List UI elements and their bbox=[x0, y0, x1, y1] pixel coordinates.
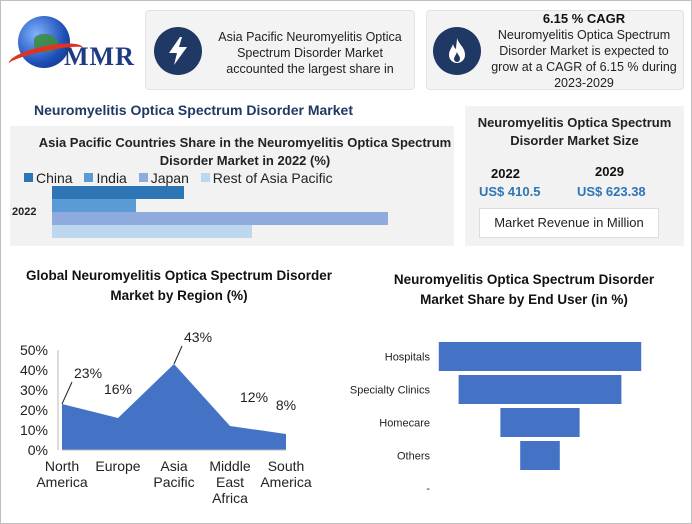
funnel-bottom-tick: - bbox=[426, 483, 430, 495]
funnel-bar-others bbox=[520, 441, 560, 470]
x-category-label: Europe bbox=[95, 458, 140, 474]
cagr-title: 6.15 % CAGR bbox=[542, 11, 626, 26]
value-2022: US$ 410.5 bbox=[479, 184, 541, 199]
data-label: 23% bbox=[74, 365, 102, 381]
ap-year-label: 2022 bbox=[12, 206, 37, 218]
main-title: Neuromyelitis Optica Spectrum Disorder M… bbox=[34, 102, 353, 118]
funnel-bar-specialty-clinics bbox=[458, 375, 622, 404]
asia-pacific-chart-panel: Asia Pacific Countries Share in the Neur… bbox=[10, 126, 454, 246]
label-leader bbox=[61, 381, 73, 405]
ap-bar-india bbox=[52, 199, 136, 212]
logo-text: MMR bbox=[64, 42, 135, 71]
market-size-title: Neuromyelitis Optica Spectrum Disorder M… bbox=[477, 115, 672, 148]
y-tick-label: 40% bbox=[20, 362, 48, 378]
x-category-label: Asia Pacific bbox=[153, 458, 194, 490]
x-category-label: Middle East Africa bbox=[209, 458, 250, 506]
lightning-icon bbox=[154, 27, 202, 75]
year-2022-label: 2022 bbox=[491, 166, 520, 181]
funnel-category-label: Hospitals bbox=[385, 352, 431, 364]
y-tick-label: 30% bbox=[20, 382, 48, 398]
region-area-chart: 0% 10% 20% 30% 40% 50% 23%16% 43% 12% 8% North Amer… bbox=[20, 329, 312, 506]
legend-item-japan: Japan bbox=[138, 170, 189, 186]
data-label: 16% bbox=[104, 381, 132, 397]
cagr-description: Neuromyelitis Optica Spectrum Disorder M… bbox=[491, 28, 677, 90]
flame-icon bbox=[433, 27, 481, 75]
label-leader bbox=[173, 345, 183, 365]
data-label: 43% bbox=[184, 329, 212, 345]
y-tick-label: 10% bbox=[20, 422, 48, 438]
ap-bar-china bbox=[52, 186, 184, 199]
value-2029: US$ 623.38 bbox=[577, 184, 646, 199]
legend-item-rest: Rest of Asia Pacific bbox=[200, 170, 333, 186]
year-2029-label: 2029 bbox=[595, 164, 624, 179]
enduser-chart-title: Neuromyelitis Optica Spectrum Disorder M… bbox=[393, 272, 655, 307]
region-chart-title: Global Neuromyelitis Optica Spectrum Dis… bbox=[25, 268, 333, 303]
funnel-category-label: Others bbox=[397, 451, 431, 463]
cagr-text-block: 6.15 % CAGR Neuromyelitis Optica Spectru… bbox=[487, 11, 681, 91]
cagr-card: 6.15 % CAGR Neuromyelitis Optica Spectru… bbox=[426, 10, 684, 90]
legend-item-india: India bbox=[84, 170, 127, 186]
globe-icon bbox=[18, 16, 70, 68]
funnel-category-label: Homecare bbox=[379, 418, 430, 430]
ap-bar-japan bbox=[52, 212, 388, 225]
market-revenue-unit: Market Revenue in Million bbox=[479, 208, 659, 238]
data-label: 12% bbox=[240, 389, 268, 405]
y-tick-label: 0% bbox=[28, 442, 48, 458]
mmr-logo: MMR bbox=[6, 8, 136, 86]
market-size-card: Neuromyelitis Optica Spectrum Disorder M… bbox=[465, 106, 684, 246]
y-tick-label: 20% bbox=[20, 402, 48, 418]
ap-bar-rest-of-asia-pacific bbox=[52, 225, 252, 238]
legend-item-china: China bbox=[24, 170, 73, 186]
funnel-bar-homecare bbox=[500, 408, 580, 437]
y-tick-label: 50% bbox=[20, 342, 48, 358]
data-label: 8% bbox=[276, 397, 296, 413]
ap-legend: China India Japan Rest of Asia Pacific bbox=[24, 170, 341, 186]
funnel-bar-hospitals bbox=[438, 342, 642, 371]
region-area bbox=[62, 364, 286, 450]
enduser-funnel-chart: Hospitals Specialty Clinics Homecare Others… bbox=[350, 342, 642, 495]
ap-chart-title: Asia Pacific Countries Share in the Neur… bbox=[38, 135, 452, 168]
funnel-category-label: Specialty Clinics bbox=[350, 385, 431, 397]
share-info-text: Asia Pacific Neuromyelitis Optica Spectr… bbox=[218, 30, 402, 76]
x-category-label: North America bbox=[36, 458, 88, 490]
x-category-label: South America bbox=[260, 458, 312, 490]
share-info-card: Asia Pacific Neuromyelitis Optica Spectr… bbox=[145, 10, 415, 90]
